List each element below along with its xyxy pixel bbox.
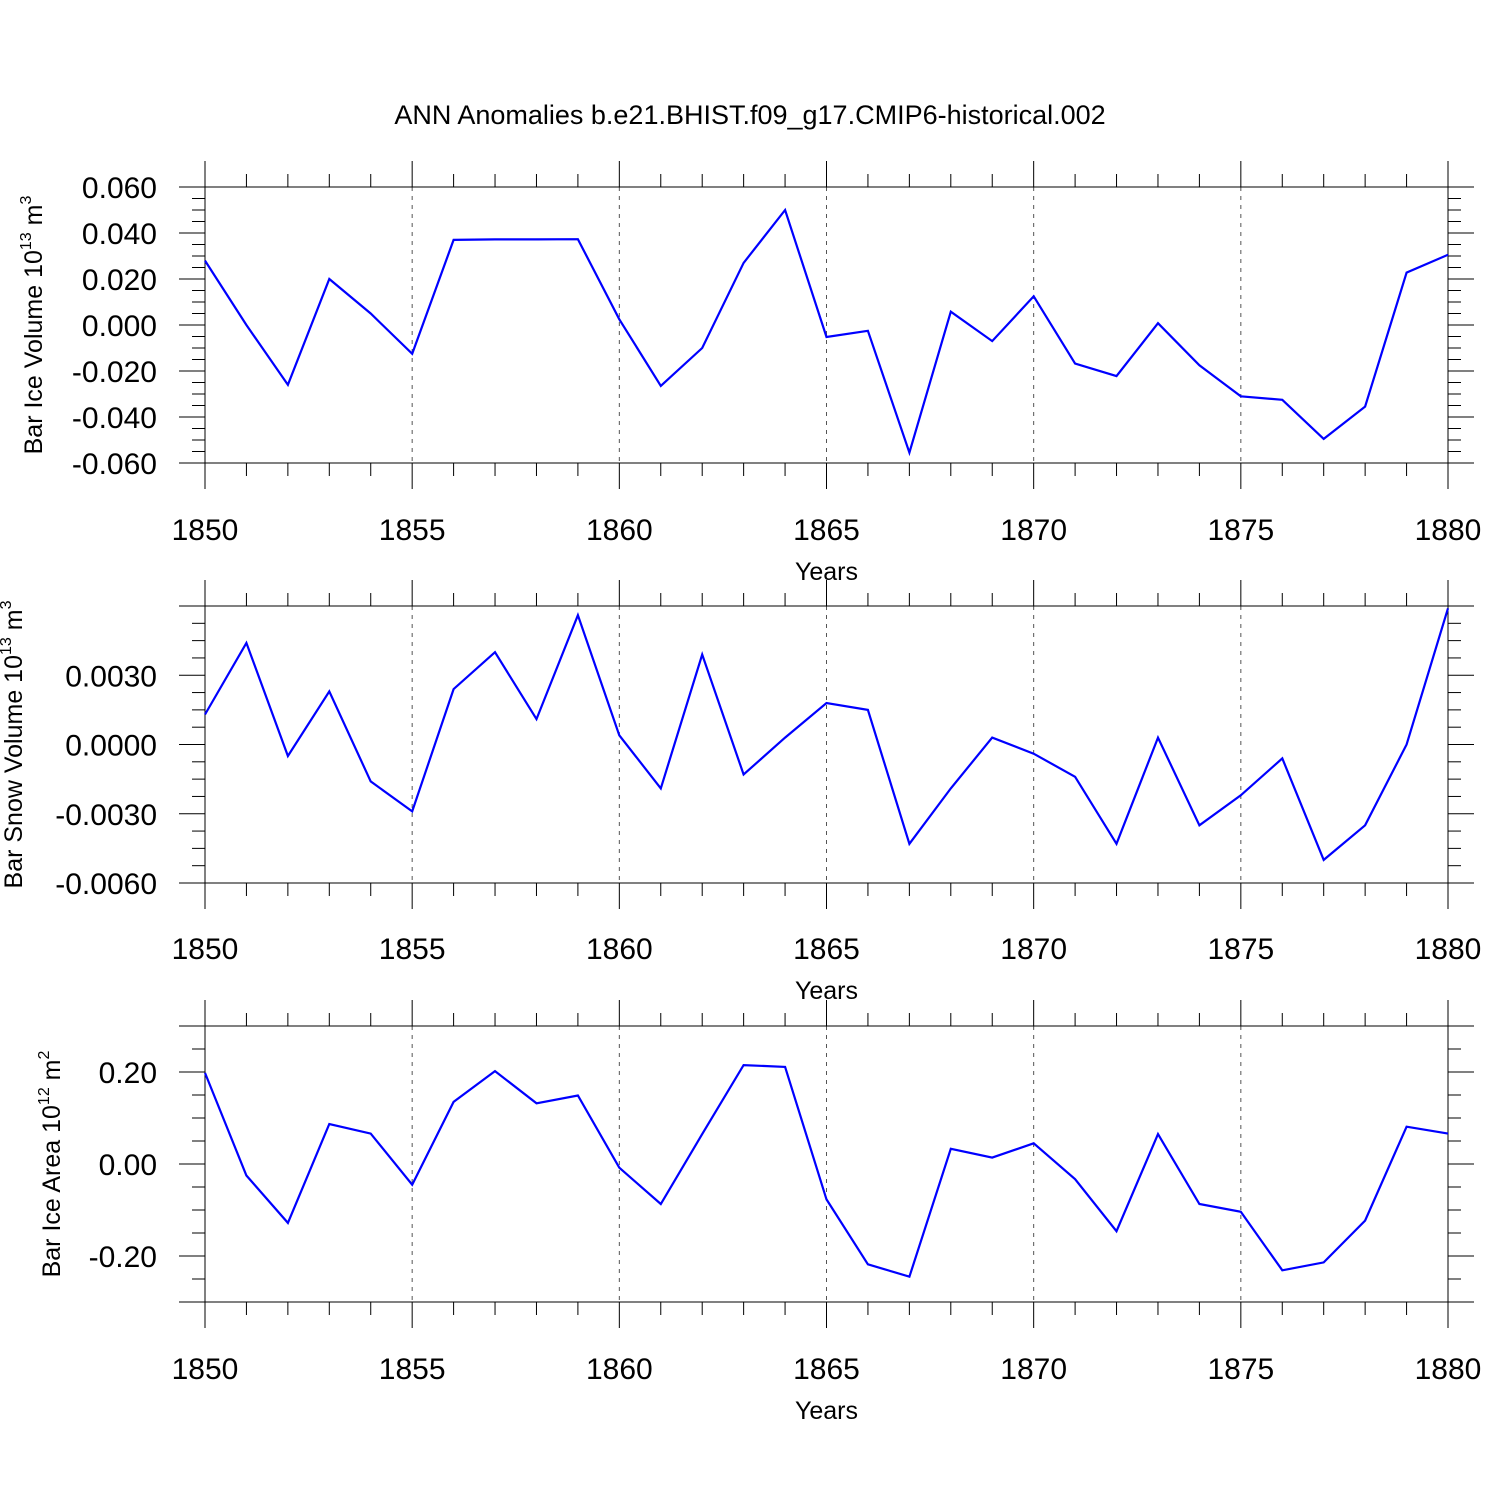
x-tick-label: 1850 [172, 1353, 239, 1386]
chart-panel-1: -0.060 -0.040 -0.020 0.000 0.020 0.040 0.060 18… [18, 161, 1481, 586]
x-tick-label: 1870 [1000, 514, 1067, 547]
y-tick-label: 0.020 [82, 264, 157, 297]
y-tick-label: 0.060 [82, 172, 157, 205]
y-axis-label: Bar Ice Area 1012 m2 [36, 1051, 66, 1278]
y-tick-label: 0.20 [99, 1057, 157, 1090]
x-tick-label: 1860 [586, 514, 653, 547]
x-tick-label: 1880 [1415, 1353, 1482, 1386]
x-tick-label: 1865 [793, 1353, 860, 1386]
x-tick-label: 1870 [1000, 933, 1067, 966]
y-tick-label: 0.00 [99, 1149, 157, 1182]
series-line [204, 207, 1449, 457]
y-axis-label: Bar Ice Volume 1013 m3 [18, 196, 48, 455]
y-tick-label: -0.060 [72, 448, 157, 481]
x-tick-label: 1855 [379, 514, 446, 547]
x-tick-label: 1875 [1207, 933, 1274, 966]
x-tick-label: 1875 [1207, 514, 1274, 547]
x-tick-label: 1855 [379, 1353, 446, 1386]
x-axis-label: Years [795, 1397, 858, 1425]
y-tick-label: 0.0000 [65, 730, 157, 763]
chart-panels: -0.060 -0.040 -0.020 0.000 0.020 0.040 0.060 18… [0, 161, 1481, 1425]
x-tick-label: 1865 [793, 933, 860, 966]
y-tick-label: 0.000 [82, 310, 157, 343]
x-tick-label: 1870 [1000, 1353, 1067, 1386]
y-tick-label: -0.0030 [55, 799, 157, 832]
x-tick-label: 1860 [586, 1353, 653, 1386]
y-tick-label: 0.0030 [65, 660, 157, 693]
x-tick-label: 1855 [379, 933, 446, 966]
y-tick-label: -0.040 [72, 402, 157, 435]
series-line [204, 607, 1450, 862]
y-tick-label: -0.0060 [55, 868, 157, 901]
x-tick-label: 1860 [586, 933, 653, 966]
x-tick-label: 1850 [172, 514, 239, 547]
chart-panel-2: -0.0060 -0.0030 0.0000 0.0030 1850 1855 1860 18… [0, 580, 1481, 1005]
x-tick-label: 1850 [172, 933, 239, 966]
y-axis-label: Bar Snow Volume 1013 m3 [0, 600, 28, 888]
x-tick-label: 1865 [793, 514, 860, 547]
y-tick-label: 0.040 [82, 218, 157, 251]
x-tick-label: 1875 [1207, 1353, 1274, 1386]
x-tick-label: 1880 [1415, 514, 1482, 547]
chart-panel-3: -0.20 0.00 0.20 1850 1855 1860 1865 1870 1875 188… [36, 1000, 1481, 1425]
series-line [203, 1063, 1449, 1279]
chart-title: ANN Anomalies b.e21.BHIST.f09_g17.CMIP6-… [394, 100, 1105, 130]
y-tick-label: -0.020 [72, 356, 157, 389]
y-tick-label: -0.20 [89, 1241, 157, 1274]
x-tick-label: 1880 [1415, 933, 1482, 966]
